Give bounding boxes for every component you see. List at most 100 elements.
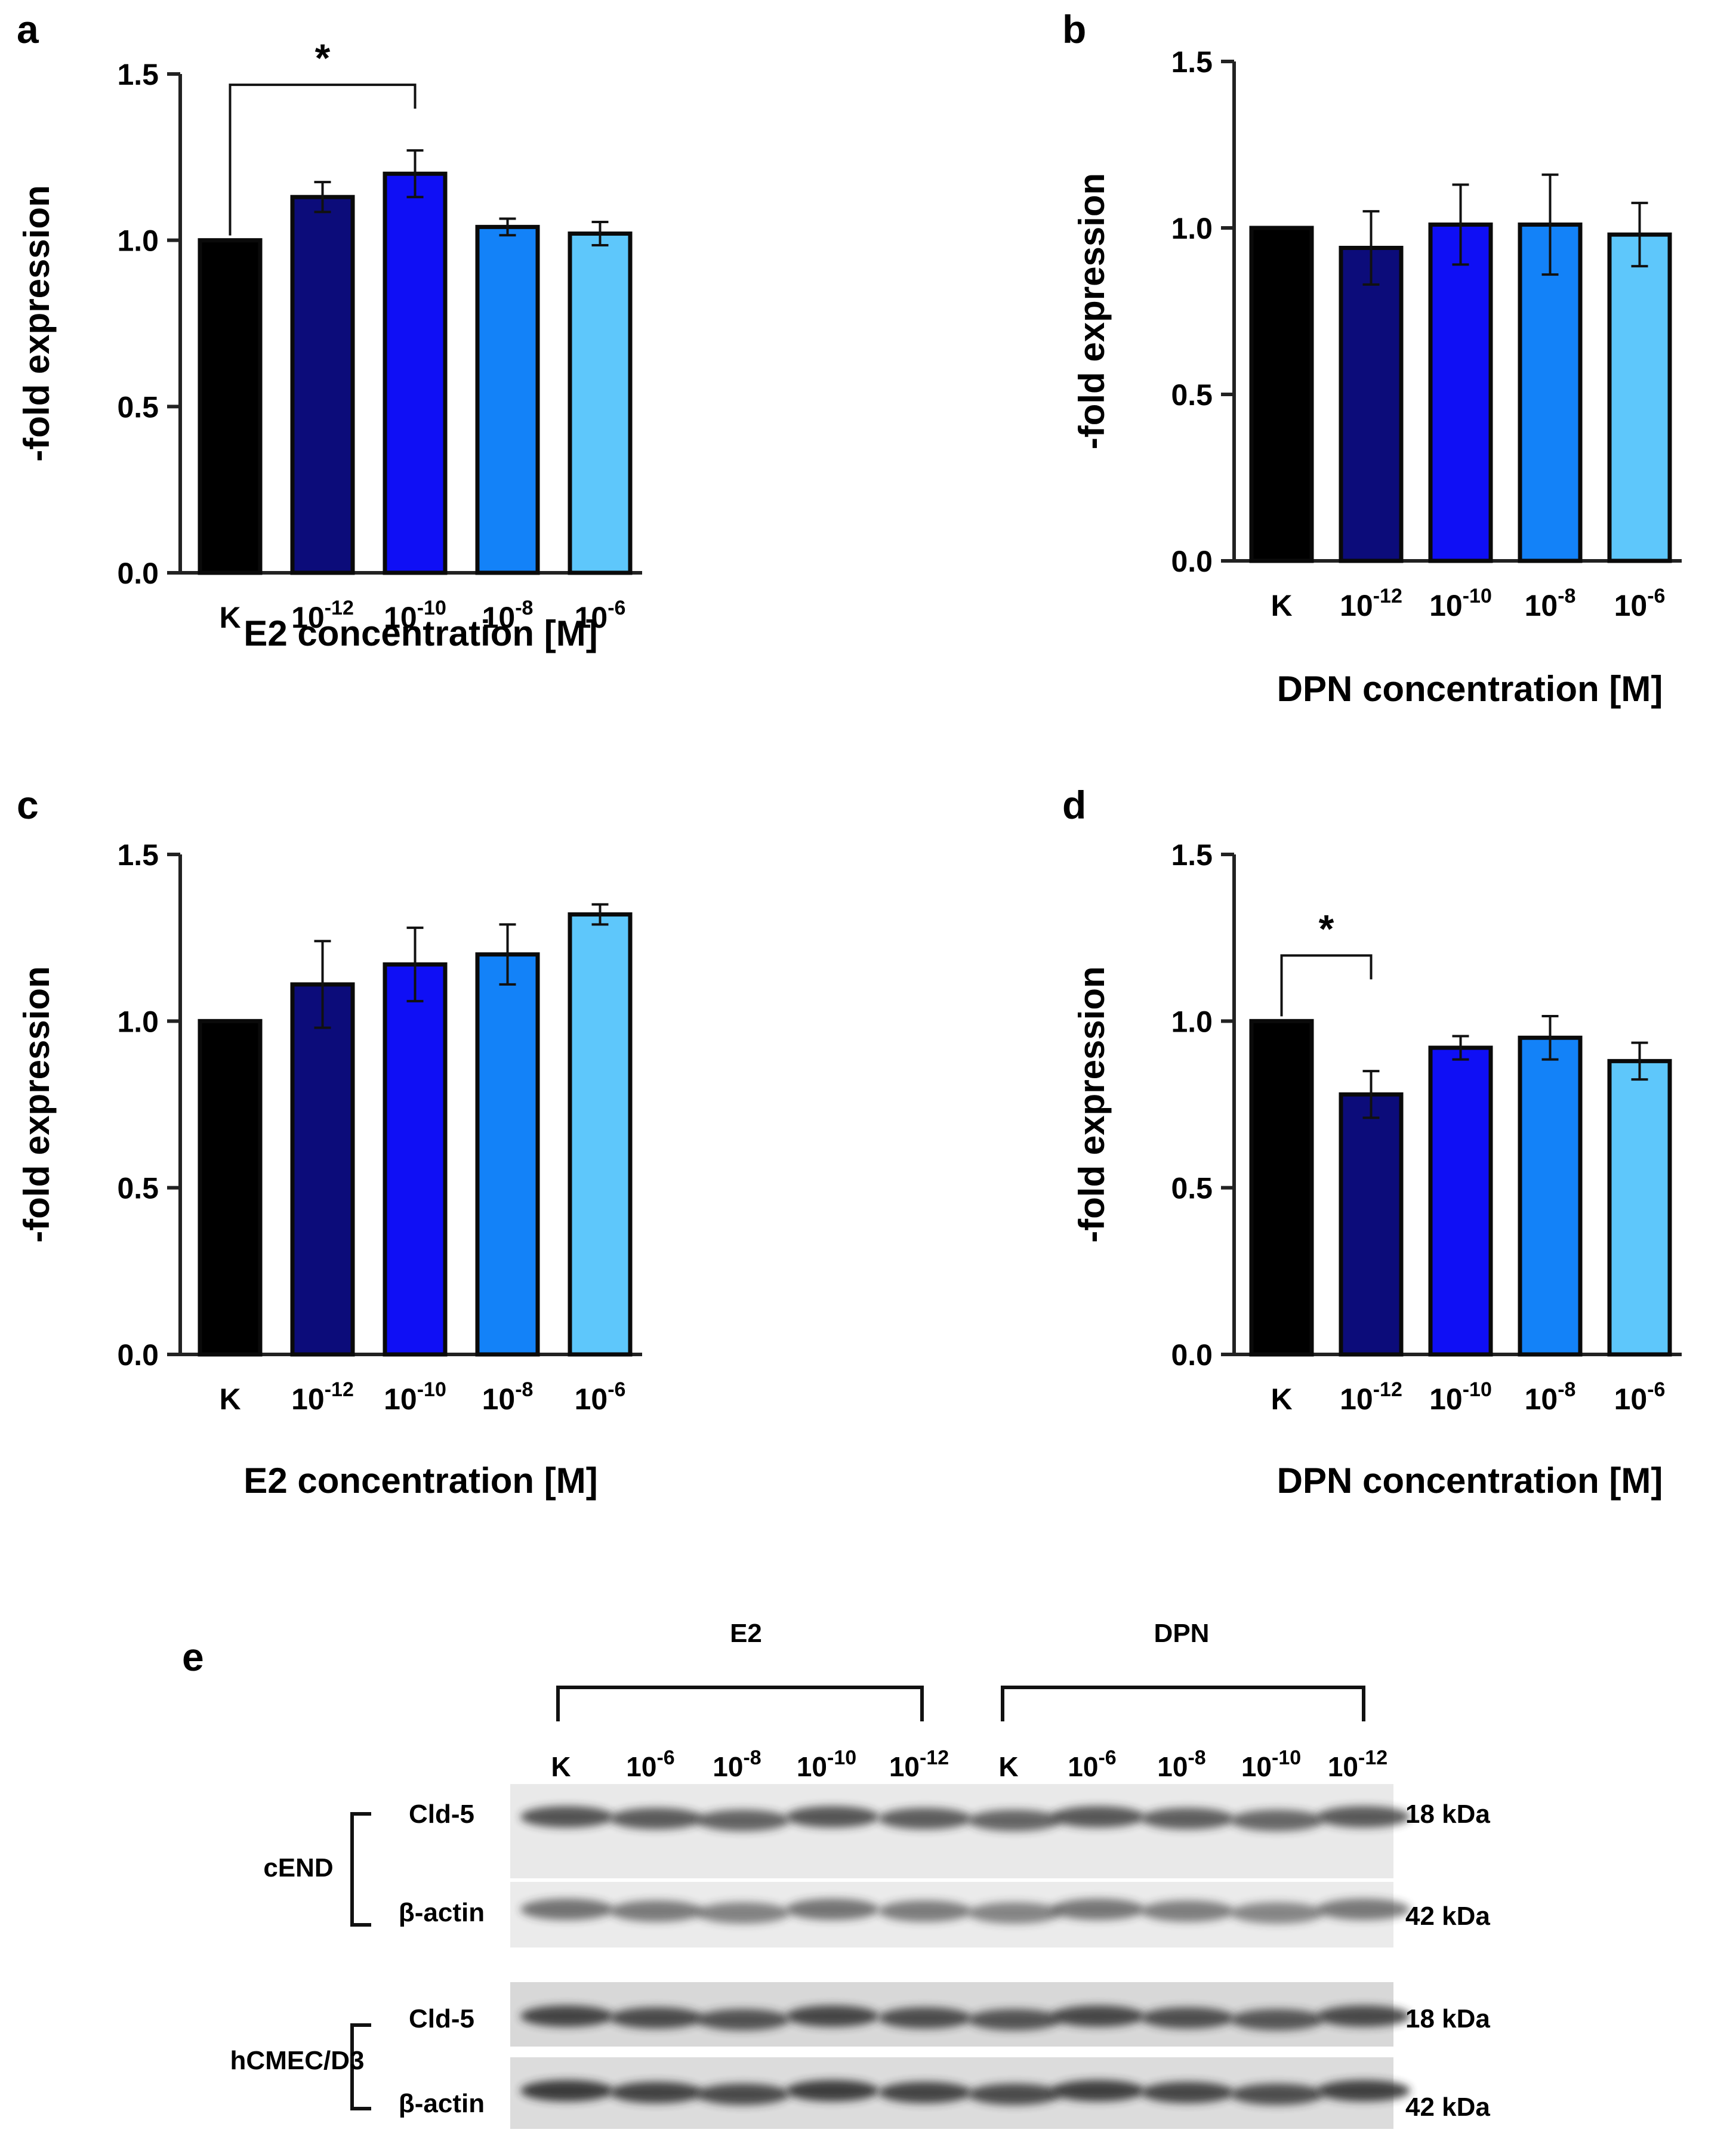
bar-2 — [1428, 1045, 1493, 1357]
x-tick-label-3: 10-8 — [482, 1378, 534, 1416]
y-tick-label: 1.0 — [1171, 212, 1213, 245]
x-tick-label-1: 10-12 — [1340, 585, 1402, 622]
y-tick-label: 0.5 — [117, 1172, 159, 1205]
protein-band — [1231, 1902, 1324, 1924]
blot-membrane — [510, 1882, 1410, 1948]
x-tick-label-2: 10-10 — [1429, 1378, 1492, 1416]
lane-label: K — [998, 1751, 1018, 1782]
blot-membrane — [510, 2057, 1410, 2129]
bar-3 — [475, 952, 540, 1357]
y-tick-label: 1.5 — [1171, 838, 1213, 872]
bar-2 — [383, 171, 448, 575]
protein-band — [786, 1806, 879, 1828]
bar-1 — [290, 982, 355, 1357]
protein-band — [1052, 2005, 1145, 2027]
y-tick-label: 0.0 — [117, 557, 159, 590]
protein-band — [878, 1900, 972, 1922]
cell-line-bracket — [350, 2023, 371, 2110]
x-tick-label-0: K — [1271, 589, 1292, 622]
protein-band — [696, 1810, 790, 1831]
protein-band — [1317, 1806, 1410, 1828]
protein-band — [1141, 1900, 1234, 1922]
molecular-weight-label: 42 kDa — [1405, 1902, 1490, 1931]
western-blot-panel: e E2 K 10-6 10-8 10-10 10-12 DPN K 10-6 10-8 10-10 1… — [182, 1619, 1490, 2129]
x-tick-label-1: 10-12 — [291, 597, 354, 634]
bar-0 — [1249, 226, 1314, 563]
panel-letter-a: a — [17, 7, 39, 51]
y-tick-label: 0.0 — [1171, 1338, 1213, 1372]
error-bar-2 — [1452, 183, 1469, 266]
significance-label: * — [1319, 906, 1334, 950]
error-bar-1 — [1362, 1070, 1380, 1119]
bar-1 — [1339, 1092, 1404, 1357]
protein-band — [786, 2080, 879, 2101]
error-bar-1 — [1362, 210, 1380, 286]
x-tick-label-1: 10-12 — [291, 1378, 354, 1416]
y-axis-title: -fold expression — [17, 185, 57, 461]
error-bar-2 — [1452, 1035, 1469, 1061]
protein-band — [968, 1810, 1061, 1831]
x-tick-label-2: 10-10 — [1429, 585, 1492, 622]
protein-band — [610, 1900, 703, 1922]
bar-3 — [475, 224, 540, 575]
chart-panel-a: a 0.0 0.5 1.0 1.5 -fold expression K 10-12 10-10… — [17, 7, 642, 653]
y-tick-label: 0.0 — [117, 1338, 159, 1372]
cell-line-label: cEND — [263, 1853, 333, 1882]
lane-label: 10-12 — [889, 1746, 949, 1782]
y-axis-title: -fold expression — [17, 966, 57, 1242]
x-tick-label-4: 10-6 — [575, 597, 626, 634]
protein-band — [1231, 2084, 1324, 2105]
error-bar-4 — [591, 903, 609, 926]
significance-bracket — [1280, 954, 1373, 1017]
x-axis-title: DPN concentration [M] — [1277, 1461, 1663, 1501]
panel-letter-b: b — [1062, 7, 1086, 51]
error-bar-4 — [1631, 202, 1648, 268]
x-tick-label-0: K — [219, 601, 240, 634]
protein-band — [786, 2005, 879, 2027]
bar-3 — [1518, 1035, 1583, 1357]
y-tick-label: 1.5 — [117, 838, 159, 872]
error-bar-2 — [406, 926, 424, 1002]
protein-band — [610, 1808, 703, 1829]
treatment-group-bracket — [556, 1686, 924, 1721]
protein-band — [1231, 1810, 1324, 1831]
y-tick-label: 1.0 — [117, 224, 159, 258]
protein-band — [968, 2009, 1061, 2030]
bar-2 — [383, 962, 448, 1357]
x-axis-title: E2 concentration [M] — [243, 613, 597, 653]
y-tick-label: 1.0 — [117, 1005, 159, 1038]
y-tick-label: 0.5 — [1171, 378, 1213, 412]
protein-band — [610, 2007, 703, 2029]
error-bar-2 — [406, 149, 424, 199]
protein-band — [610, 2082, 703, 2103]
protein-band — [1141, 2007, 1234, 2029]
panel-letter-c: c — [17, 783, 39, 827]
treatment-group-bracket — [1001, 1686, 1365, 1721]
y-axis-title: -fold expression — [1072, 966, 1112, 1242]
error-bar-3 — [499, 217, 516, 237]
x-axis-title: E2 concentration [M] — [243, 1461, 597, 1501]
x-axis-title: DPN concentration [M] — [1277, 669, 1663, 709]
error-bar-1 — [314, 181, 331, 214]
significance-bracket — [229, 84, 417, 236]
x-tick-label-4: 10-6 — [1614, 1378, 1666, 1416]
bar-4 — [1607, 232, 1672, 563]
x-tick-label-4: 10-6 — [1614, 585, 1666, 622]
error-bar-4 — [591, 221, 609, 247]
y-tick-label: 1.0 — [1171, 1005, 1213, 1038]
protein-band — [520, 2080, 613, 2101]
lane-label: 10-12 — [1328, 1746, 1387, 1782]
protein-band — [520, 1899, 613, 1920]
protein-band — [1141, 2082, 1234, 2103]
protein-band — [968, 2084, 1061, 2105]
protein-band — [520, 2005, 613, 2027]
cell-line-label: hCMEC/D3 — [230, 2046, 365, 2075]
protein-band — [878, 1808, 972, 1829]
lane-label: 10-10 — [1241, 1746, 1301, 1782]
lane-label: 10-6 — [626, 1746, 674, 1782]
panel-letter-e: e — [182, 1635, 204, 1679]
chart-panel-d: d 0.0 0.5 1.0 1.5 -fold expression K 10-12 10-10… — [1062, 783, 1682, 1501]
x-tick-label-4: 10-6 — [575, 1378, 626, 1416]
protein-band — [1141, 1808, 1234, 1829]
y-axis-title: -fold expression — [1072, 173, 1112, 449]
